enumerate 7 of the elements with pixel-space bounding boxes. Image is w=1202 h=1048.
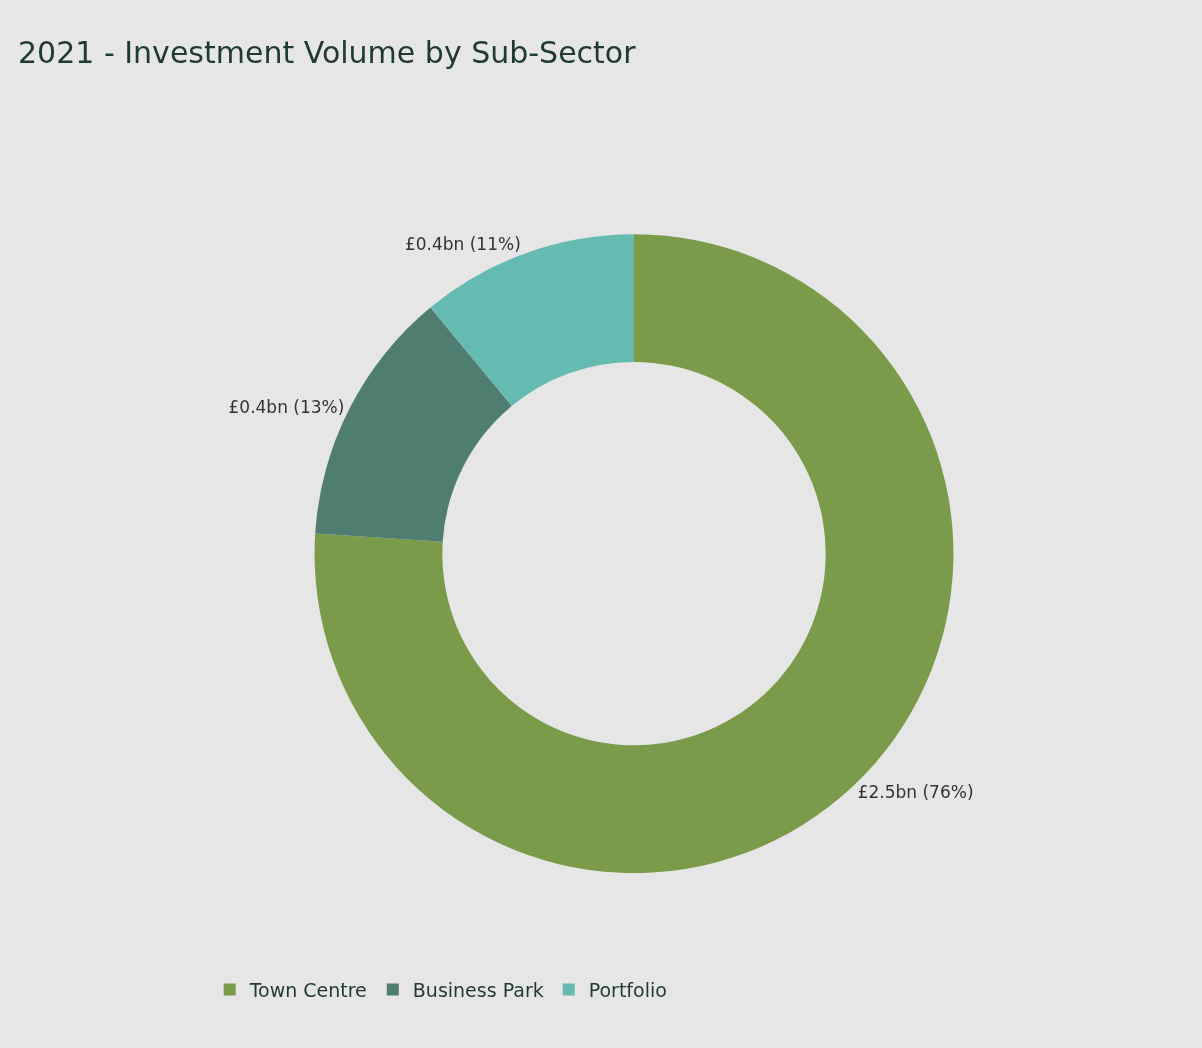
data-label: £2.5bn (76%) bbox=[857, 781, 974, 802]
legend-label: Business Park bbox=[412, 978, 544, 1001]
data-label: £0.4bn (13%) bbox=[228, 396, 345, 417]
legend-label: Portfolio bbox=[588, 978, 667, 1001]
data-label: £0.4bn (11%) bbox=[404, 234, 521, 255]
legend-label: Town Centre bbox=[248, 978, 367, 1001]
chart-title: 2021 - Investment Volume by Sub-Sector bbox=[18, 34, 637, 70]
